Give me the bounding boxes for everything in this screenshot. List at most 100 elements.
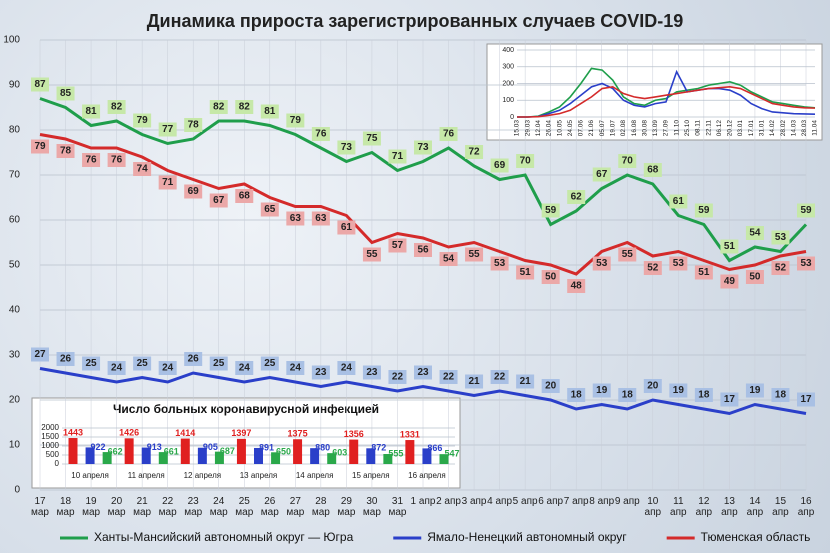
value-label: 67 <box>213 195 225 206</box>
value-label: 78 <box>188 120 200 131</box>
value-label: 81 <box>86 106 98 117</box>
value-label: 59 <box>800 205 812 216</box>
value-label: 75 <box>366 133 378 144</box>
x-tick-label: 27 мар <box>286 496 305 518</box>
value-label-bg <box>158 175 177 190</box>
value-label-bg <box>541 379 560 393</box>
x-tick-label: 25 мар <box>235 496 254 518</box>
value-label-bg <box>133 356 152 371</box>
value-label: 59 <box>545 205 557 216</box>
value-label: 70 <box>520 156 532 167</box>
value-label: 54 <box>443 254 455 265</box>
value-label-bg <box>439 370 458 384</box>
value-label: 650 <box>276 447 291 457</box>
value-label-bg <box>618 388 637 402</box>
value-label: 1331 <box>400 429 420 439</box>
value-label-bg <box>388 370 407 384</box>
value-label: 68 <box>647 165 659 176</box>
bar <box>310 448 320 464</box>
x-tick-label: 23 мар <box>184 496 203 518</box>
value-label: 24 <box>290 363 302 374</box>
value-label: 53 <box>596 258 608 269</box>
value-label-bg <box>388 149 407 164</box>
series-line <box>517 69 816 118</box>
value-label-bg <box>260 202 279 217</box>
value-label: 82 <box>111 102 123 113</box>
value-label: 78 <box>60 146 72 157</box>
y-tick-label: 0 <box>14 485 20 496</box>
value-label: 17 <box>724 394 736 405</box>
value-label-bg <box>643 379 662 393</box>
x-tick-label: 08.11 <box>695 120 702 136</box>
value-label: 662 <box>108 446 123 456</box>
x-tick-label: 9 апр <box>614 496 640 507</box>
bar <box>180 438 190 464</box>
value-label-bg <box>235 189 254 203</box>
x-tick-label: 28 мар <box>311 496 330 518</box>
y-tick-label: 80 <box>9 125 21 136</box>
value-label: 1356 <box>344 429 364 439</box>
value-label: 880 <box>315 443 330 453</box>
bar <box>68 438 78 464</box>
x-tick-label: 25.10 <box>684 120 691 137</box>
value-label-bg <box>490 158 509 173</box>
x-tick-label: 06.12 <box>716 120 723 137</box>
value-label-bg <box>107 361 126 375</box>
value-label-bg <box>337 140 356 155</box>
value-label: 52 <box>647 263 659 274</box>
x-tick-label: 1 апр <box>410 496 436 507</box>
value-label: 24 <box>239 363 251 374</box>
x-tick-label: 19 мар <box>82 496 101 518</box>
value-label: 53 <box>673 258 685 269</box>
value-label: 19 <box>596 385 608 396</box>
y-tick-label: 60 <box>9 215 21 226</box>
value-label-bg <box>286 361 305 375</box>
x-tick-label: 8 апр <box>589 496 615 507</box>
value-label-bg <box>669 383 688 398</box>
value-label: 1414 <box>175 428 195 438</box>
value-label: 72 <box>469 147 481 158</box>
value-label: 50 <box>749 272 761 283</box>
value-label-bg <box>720 392 739 407</box>
bar <box>236 438 246 464</box>
x-tick-label: 28.02 <box>780 120 787 137</box>
series-line <box>39 367 807 416</box>
value-label-bg <box>720 239 739 254</box>
value-label: 22 <box>494 372 506 383</box>
value-label: 71 <box>162 177 174 188</box>
value-label-bg <box>516 265 535 280</box>
bar <box>293 439 303 464</box>
value-label-bg <box>82 356 101 371</box>
y-tick-label: 0 <box>510 114 514 121</box>
value-label-bg <box>567 279 586 293</box>
value-label: 922 <box>91 442 106 452</box>
value-label: 20 <box>545 381 557 392</box>
value-label: 55 <box>622 249 634 260</box>
series-line <box>517 67 816 118</box>
value-label-bg <box>745 383 764 398</box>
value-label-bg <box>31 77 49 92</box>
x-tick-label: 11.04 <box>812 120 819 136</box>
x-tick-label: 14.03 <box>790 120 797 137</box>
value-label: 57 <box>392 240 404 251</box>
y-tick-label: 300 <box>502 64 514 71</box>
value-label: 79 <box>137 115 149 126</box>
bar <box>439 454 449 464</box>
value-label: 87 <box>34 79 46 90</box>
value-label: 687 <box>220 446 235 456</box>
x-tick-label: 4 апр <box>487 496 513 507</box>
value-label-bg <box>592 256 611 271</box>
y-tick-label: 0 <box>55 459 60 468</box>
value-label-bg <box>541 203 560 218</box>
value-label-bg <box>439 252 458 266</box>
y-tick-label: 90 <box>9 80 21 91</box>
x-tick-label: 5 апр <box>512 496 538 507</box>
value-label: 77 <box>162 124 174 135</box>
value-label-bg <box>516 154 535 168</box>
value-label: 21 <box>520 376 532 387</box>
value-label: 905 <box>203 442 218 452</box>
value-label-bg <box>362 365 381 380</box>
value-label-bg <box>771 230 790 245</box>
legend-label: Ханты-Мансийский автономный округ — Югра <box>94 530 354 544</box>
value-label: 866 <box>427 443 442 453</box>
